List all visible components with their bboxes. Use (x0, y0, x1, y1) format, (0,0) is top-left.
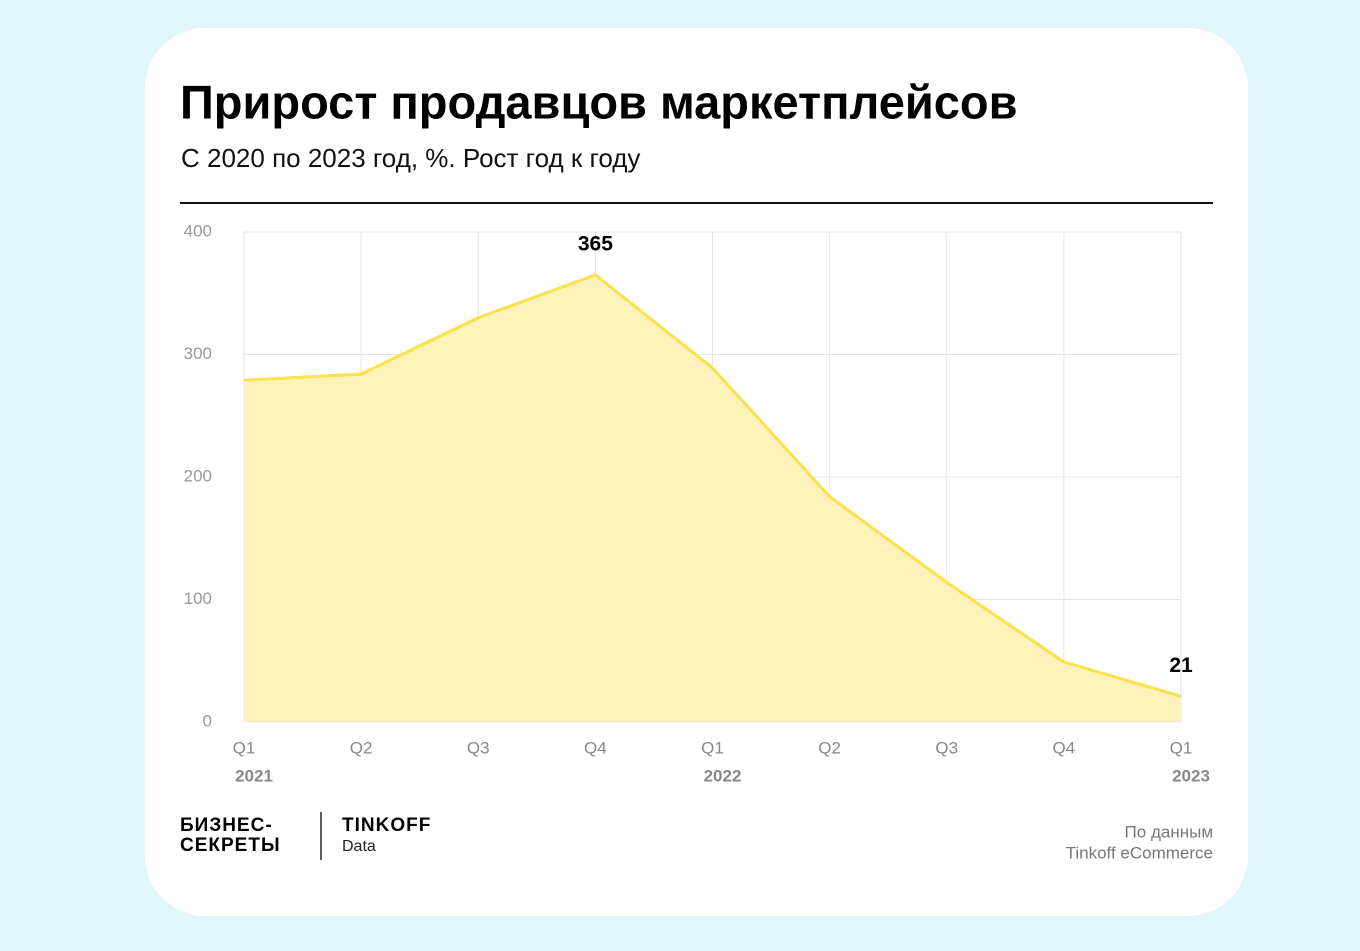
x-tick-label: Q2 (818, 738, 841, 757)
x-tick-label: Q1 (701, 738, 724, 757)
x-tick-label: Q1 (1170, 738, 1193, 757)
x-tick-label: Q3 (467, 738, 490, 757)
brand-line: БИЗНЕС- (180, 815, 273, 836)
area (244, 274, 1181, 722)
source: Tinkoff eCommerce (1066, 843, 1213, 862)
x-tick-label: Q2 (350, 738, 373, 757)
year-label: 2023 (1172, 766, 1210, 785)
brand-line: СЕКРЕТЫ (180, 835, 281, 856)
chart-title: Прирост продавцов маркетплейсов (180, 75, 1017, 128)
y-tick-label: 400 (184, 221, 212, 240)
partner-sub: Data (342, 838, 376, 855)
year-label: 2021 (235, 766, 273, 785)
x-tick-label: Q3 (935, 738, 958, 757)
x-tick-label: Q4 (1053, 738, 1076, 757)
y-tick-label: 0 (203, 711, 212, 730)
x-tick-label: Q4 (584, 738, 607, 757)
year-label: 2022 (704, 766, 742, 785)
plot: 0 100 200 300 400 Q1 2021 Q2 Q3 Q4 Q1 2022 Q2 Q3 Q4 Q1 2… (184, 221, 1210, 785)
y-tick-label: 100 (184, 589, 212, 608)
line (243, 273, 1182, 698)
chart-subtitle: С 2020 по 2023 год, %. Рост год к году (181, 143, 640, 173)
source: По данным (1125, 822, 1213, 841)
x-tick-label: Q1 (233, 738, 256, 757)
y-tick-label: 300 (184, 344, 212, 363)
data-label: 365 (578, 232, 613, 255)
y-tick-label: 200 (184, 466, 212, 485)
partner: TINKOFF (342, 815, 431, 836)
data-label: 21 (1169, 654, 1193, 677)
